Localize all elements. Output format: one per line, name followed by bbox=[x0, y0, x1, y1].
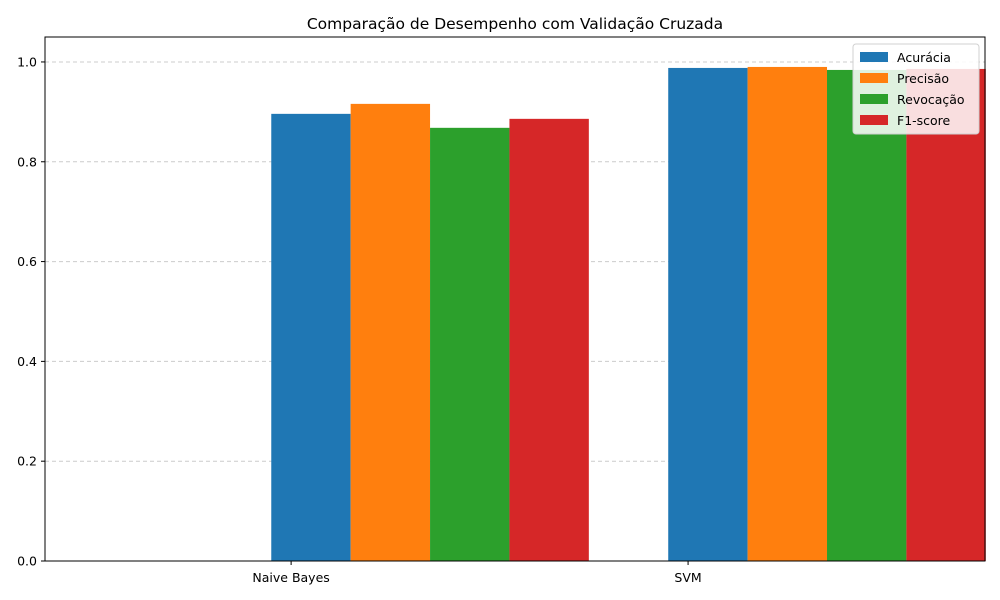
legend-swatch bbox=[860, 73, 888, 83]
legend-label: Precisão bbox=[897, 71, 949, 86]
bar-precis-o-naive-bayes bbox=[350, 103, 431, 562]
bar-f1-score-svm bbox=[906, 68, 986, 561]
y-tick-label: 0.4 bbox=[17, 354, 37, 369]
legend: Acurácia Precisão Revocação F1-score bbox=[852, 43, 980, 135]
bar-revoca-o-svm bbox=[827, 69, 907, 562]
bar-precis-o-svm bbox=[747, 66, 828, 561]
legend-swatch bbox=[860, 94, 888, 104]
legend-swatch bbox=[860, 52, 888, 62]
chart-title: Comparação de Desempenho com Validação C… bbox=[307, 15, 723, 33]
y-tick-label: 0.0 bbox=[17, 554, 37, 569]
y-axis: 0.0 0.2 0.4 0.6 0.8 1.0 bbox=[17, 54, 45, 569]
y-tick-label: 0.2 bbox=[17, 454, 37, 469]
x-tick-label: SVM bbox=[674, 570, 701, 585]
x-axis: Naive Bayes SVM bbox=[252, 561, 702, 585]
y-tick-label: 0.6 bbox=[17, 254, 37, 269]
bars bbox=[271, 66, 986, 562]
bar-f1-score-naive-bayes bbox=[509, 118, 589, 561]
legend-label: Acurácia bbox=[897, 50, 951, 65]
legend-box bbox=[852, 43, 980, 135]
bar-acur-cia-svm bbox=[668, 67, 748, 561]
y-tick-label: 1.0 bbox=[17, 54, 37, 69]
legend-swatch bbox=[860, 115, 888, 125]
y-tick-label: 0.8 bbox=[17, 154, 37, 169]
legend-label: Revocação bbox=[897, 92, 965, 107]
x-tick-label: Naive Bayes bbox=[252, 570, 329, 585]
plot-frame bbox=[44, 36, 986, 562]
legend-label: F1-score bbox=[897, 113, 951, 128]
bar-revoca-o-naive-bayes bbox=[430, 127, 510, 562]
bar-acur-cia-naive-bayes bbox=[271, 113, 351, 561]
